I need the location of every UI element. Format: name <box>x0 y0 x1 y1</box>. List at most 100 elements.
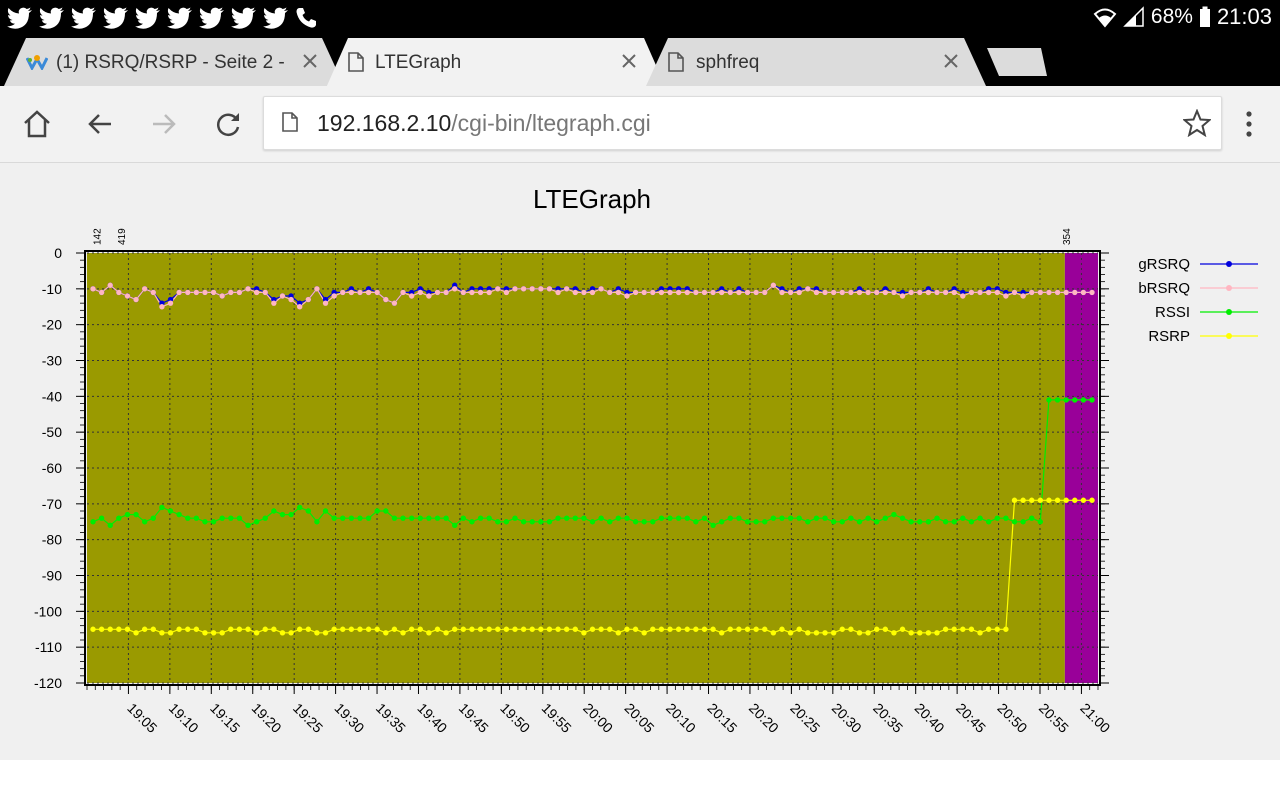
data-point-RSRP <box>693 626 699 632</box>
data-point-RSRP <box>374 626 380 632</box>
y-tick-label: -100 <box>34 603 62 619</box>
data-point-RSSI <box>219 515 225 521</box>
data-point-RSSI <box>718 519 725 525</box>
data-point-RSRP <box>589 626 596 632</box>
data-point-RSRP <box>417 626 423 632</box>
tab-rsrq-forum[interactable]: (1) RSRQ/RSRP - Seite 2 - LT <box>4 38 344 86</box>
data-point-bRSRQ <box>1046 289 1052 296</box>
data-point-RSRP <box>305 626 312 632</box>
close-icon[interactable] <box>299 50 321 72</box>
forward-arrow-icon[interactable] <box>148 108 180 140</box>
data-point-RSRP <box>675 626 682 632</box>
url-text[interactable]: 192.168.2.10/cgi-bin/ltegraph.cgi <box>317 110 651 137</box>
data-point-RSRP <box>1037 497 1044 503</box>
data-point-bRSRQ <box>839 289 845 296</box>
data-point-bRSRQ <box>830 289 837 296</box>
data-point-RSRP <box>762 626 768 632</box>
data-point-RSRP <box>271 626 277 632</box>
data-point-RSRP <box>848 626 854 632</box>
data-point-RSRP <box>1011 497 1018 503</box>
data-point-bRSRQ <box>607 289 613 296</box>
reload-icon[interactable] <box>212 108 244 140</box>
y-tick-label: -30 <box>42 353 62 369</box>
data-point-RSRP <box>253 630 260 636</box>
data-point-bRSRQ <box>667 289 673 296</box>
data-point-bRSRQ <box>236 289 243 296</box>
data-point-bRSRQ <box>331 293 337 299</box>
data-point-bRSRQ <box>899 293 906 299</box>
data-point-RSRP <box>434 626 441 632</box>
data-point-RSRP <box>546 626 553 632</box>
data-point-RSRP <box>314 630 320 636</box>
data-point-RSSI <box>779 515 785 521</box>
data-point-RSSI <box>632 519 639 525</box>
top-annotation: 354 <box>1062 228 1073 245</box>
data-point-RSRP <box>452 626 458 632</box>
data-point-RSRP <box>813 630 820 636</box>
address-bar[interactable]: 192.168.2.10/cgi-bin/ltegraph.cgi <box>263 96 1222 150</box>
data-point-RSRP <box>469 626 475 632</box>
tab-ltegraph[interactable]: LTEGraph <box>326 38 666 88</box>
data-point-RSRP <box>951 626 957 632</box>
data-point-RSRP <box>891 630 897 636</box>
legend-label: gRSRQ <box>1138 256 1190 273</box>
data-point-RSSI <box>434 515 441 521</box>
data-point-RSSI <box>650 519 656 525</box>
legend-marker <box>1226 333 1232 339</box>
y-tick-label: -80 <box>42 532 62 548</box>
x-tick-label: 20:55 <box>1036 700 1072 736</box>
data-point-bRSRQ <box>641 289 647 296</box>
data-point-RSSI <box>951 519 957 525</box>
x-tick-label: 19:35 <box>373 700 409 736</box>
twitter-icon <box>166 6 194 35</box>
x-tick-label: 19:15 <box>207 700 243 736</box>
data-point-bRSRQ <box>271 300 277 306</box>
close-icon[interactable] <box>940 50 962 72</box>
data-point-RSRP <box>133 630 139 636</box>
data-point-RSRP <box>908 630 914 636</box>
data-point-RSSI <box>210 519 217 525</box>
new-tab-button[interactable] <box>985 48 1049 76</box>
browser-toolbar: 192.168.2.10/cgi-bin/ltegraph.cgi <box>0 86 1280 163</box>
data-point-RSSI <box>348 515 355 521</box>
data-point-RSSI <box>460 515 467 521</box>
data-point-RSRP <box>925 630 932 636</box>
menu-dots-icon[interactable] <box>1237 110 1261 138</box>
data-point-bRSRQ <box>770 282 777 288</box>
tab-sphfreq[interactable]: sphfreq <box>646 38 986 86</box>
y-tick-label: -20 <box>42 317 62 333</box>
data-point-RSRP <box>529 626 535 632</box>
data-point-RSRP <box>219 630 225 636</box>
data-point-RSSI <box>408 515 415 521</box>
x-tick-label: 19:45 <box>456 700 492 736</box>
data-point-RSSI <box>1072 397 1078 403</box>
star-icon[interactable] <box>1183 109 1211 137</box>
home-icon[interactable] <box>21 108 53 140</box>
close-icon[interactable] <box>618 50 640 72</box>
data-point-bRSRQ <box>357 289 363 296</box>
data-point-bRSRQ <box>185 289 191 296</box>
x-tick-label: 20:05 <box>622 700 658 736</box>
data-point-RSSI <box>98 515 105 521</box>
data-point-RSRP <box>899 626 906 632</box>
data-point-bRSRQ <box>503 289 510 296</box>
data-point-bRSRQ <box>1037 289 1044 296</box>
x-tick-label: 20:35 <box>870 700 906 736</box>
data-point-bRSRQ <box>951 289 957 296</box>
data-point-RSRP <box>107 626 113 632</box>
data-point-RSSI <box>710 522 716 529</box>
data-point-RSSI <box>805 519 811 525</box>
data-point-bRSRQ <box>813 289 820 296</box>
back-arrow-icon[interactable] <box>84 108 116 140</box>
data-point-RSRP <box>391 626 398 632</box>
data-point-RSSI <box>167 508 174 514</box>
legend-label: RSRP <box>1148 328 1190 345</box>
wifi-icon <box>1093 8 1117 28</box>
data-point-bRSRQ <box>994 289 1000 296</box>
data-point-RSRP <box>1080 497 1087 503</box>
x-tick-label: 20:20 <box>746 700 782 736</box>
data-point-RSSI <box>296 504 303 511</box>
data-point-RSSI <box>675 515 682 521</box>
data-point-RSSI <box>891 511 897 518</box>
legend-label: RSSI <box>1155 304 1190 321</box>
